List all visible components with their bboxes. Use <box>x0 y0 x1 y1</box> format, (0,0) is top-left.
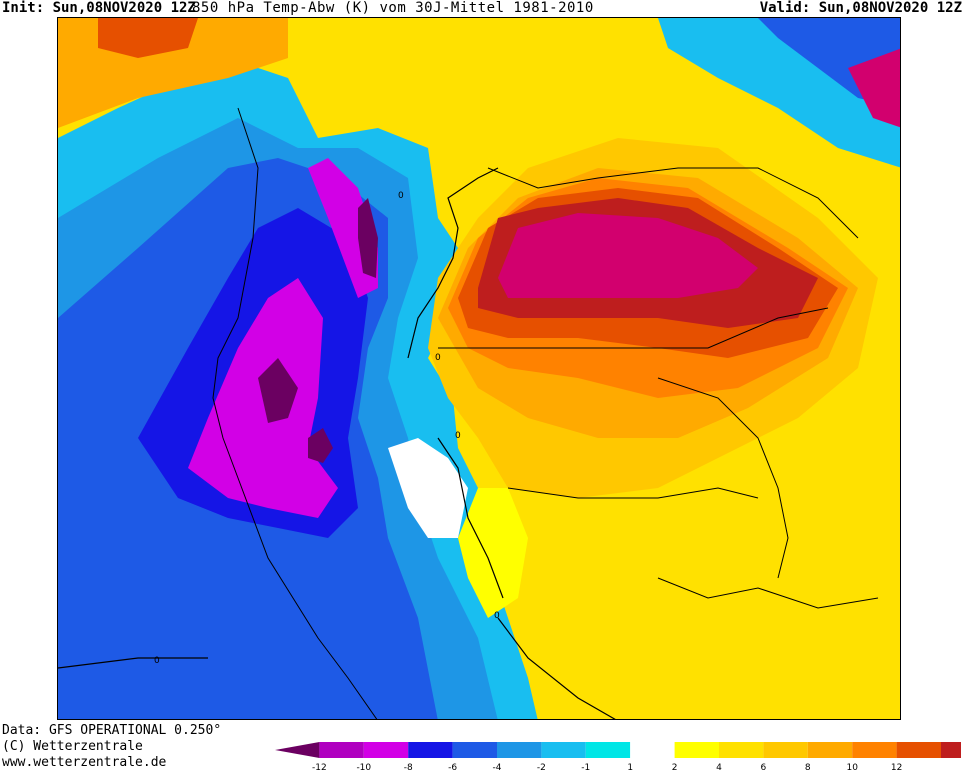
colorbar: -12 -10 -8 -6 -4 -2 -1 1 2 4 6 8 10 12 <box>275 742 961 773</box>
colorbar-segment <box>452 742 497 758</box>
contour-label: 0 <box>494 611 500 621</box>
warm-anomaly-alaska-core <box>98 18 198 58</box>
anomaly-map-canvas: 0 0 0 0 0 <box>58 18 900 719</box>
colorbar-segment <box>763 742 808 758</box>
map-title: 850 hPa Temp-Abw (K) vom 30J-Mittel 1981… <box>192 0 594 16</box>
colorbar-tick-label: -8 <box>404 763 413 773</box>
colorbar-tick-label: 6 <box>761 763 767 773</box>
init-time-label: Init: Sun,08NOV2020 12Z <box>2 0 196 16</box>
colorbar-segment <box>630 742 675 758</box>
contour-labels: 0 0 0 0 0 <box>154 191 500 666</box>
colorbar-segment <box>941 742 961 758</box>
colorbar-tick-label: 12 <box>891 763 902 773</box>
colorbar-tick-label: -6 <box>448 763 457 773</box>
colorbar-tick-label: 1 <box>627 763 633 773</box>
website-label: www.wetterzentrale.de <box>2 755 167 770</box>
colorbar-tick-label: -2 <box>537 763 546 773</box>
extreme-cold-core-1 <box>358 198 378 278</box>
colorbar-tick-label: 2 <box>672 763 678 773</box>
contour-label: 0 <box>398 191 404 201</box>
contour-label: 0 <box>154 656 160 666</box>
colorbar-segment <box>674 742 719 758</box>
strong-cold-anomaly-2 <box>308 158 378 298</box>
neutral-anomaly-texas <box>458 488 528 618</box>
copyright-label: (C) Wetterzentrale <box>2 739 143 754</box>
colorbar-segment <box>585 742 631 758</box>
neutral-anomaly-southwest <box>388 438 468 538</box>
colorbar-tick-label: -10 <box>356 763 371 773</box>
colorbar-segment <box>896 742 941 758</box>
colorbar-segment <box>852 742 897 758</box>
colorbar-segment <box>497 742 542 758</box>
extreme-cold-core-3 <box>308 428 333 463</box>
colorbar-segment <box>363 742 409 758</box>
contour-label: 0 <box>455 431 461 441</box>
colorbar-segment <box>319 742 364 758</box>
colorbar-segment <box>807 742 853 758</box>
colorbar-tick-label: 4 <box>716 763 722 773</box>
coastline-outlines <box>212 107 879 719</box>
colorbar-tick-label: 8 <box>805 763 811 773</box>
data-source-label: Data: GFS OPERATIONAL 0.250° <box>2 723 222 738</box>
colorbar-tick-label: -1 <box>581 763 590 773</box>
colorbar-tick-label: -12 <box>312 763 327 773</box>
extreme-cold-core-2 <box>258 358 298 423</box>
contour-label: 0 <box>435 353 441 363</box>
warm-spot-greenland <box>848 48 900 128</box>
colorbar-arrow-left <box>275 742 320 758</box>
colorbar-segment <box>719 742 764 758</box>
zero-contours <box>58 167 616 719</box>
colorbar-tick-label: 10 <box>846 763 858 773</box>
warm-anomaly-east-max <box>498 213 758 298</box>
colorbar-tick-label: -4 <box>493 763 502 773</box>
colorbar-segment <box>408 742 453 758</box>
valid-time-label: Valid: Sun,08NOV2020 12Z <box>759 0 962 16</box>
anomaly-map: 0 0 0 0 0 <box>57 17 901 720</box>
colorbar-segment <box>541 742 586 758</box>
